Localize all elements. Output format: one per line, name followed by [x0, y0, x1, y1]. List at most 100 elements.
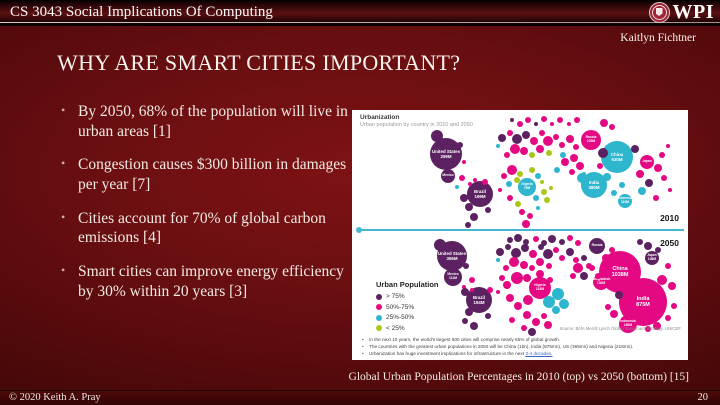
country-bubble — [496, 258, 500, 262]
country-bubble — [598, 148, 608, 158]
chart-source: Source: BofA Merrill Lynch Global Invest… — [559, 326, 681, 331]
country-bubble: Nigeria 218M — [529, 277, 551, 299]
country-bubble — [671, 303, 677, 309]
country-bubble — [657, 275, 667, 285]
note-text: The countries with the greatest urban po… — [369, 343, 634, 349]
country-bubble — [533, 195, 539, 201]
footer-bar: © 2020 Keith A. Pray 20 — [0, 390, 720, 405]
country-bubble — [589, 265, 595, 271]
country-bubble — [543, 249, 553, 259]
chart-notes: In the next 10 years, the world's larges… — [360, 337, 684, 357]
country-bubble — [462, 160, 466, 164]
country-bubble — [455, 185, 459, 189]
chart-title: Urbanization — [360, 114, 400, 121]
year-label-2010: 2010 — [660, 213, 679, 223]
country-bubble — [644, 242, 652, 250]
country-bubble — [609, 247, 615, 253]
country-bubble: Nigeria 79M — [518, 178, 536, 196]
country-bubble — [580, 272, 588, 280]
country-bubble — [496, 248, 504, 256]
country-bubble — [482, 179, 488, 185]
country-bubble — [559, 255, 565, 261]
note-text: In the next 10 years, the world's larges… — [369, 337, 561, 342]
country-bubble — [536, 270, 544, 278]
country-bubble: Indonesia 160M — [619, 315, 637, 333]
country-bubble — [535, 173, 541, 179]
legend-item: > 75% — [376, 293, 439, 300]
legend-label: < 25% — [386, 324, 405, 332]
country-bubble — [510, 144, 520, 154]
country-bubble: Russia 105M — [581, 130, 601, 150]
country-bubble — [536, 206, 540, 210]
country-bubble — [559, 142, 565, 148]
country-bubble: Mexico 112M — [444, 268, 462, 286]
country-bubble — [507, 130, 513, 136]
country-bubble — [470, 213, 478, 221]
chart-legend: Urban Population > 75% 50%-75% 25%-50% < 25… — [376, 280, 439, 335]
country-bubble: United States 365M — [437, 241, 467, 271]
note-link[interactable]: 3-4 decades. — [525, 350, 553, 356]
country-bubble — [511, 248, 521, 258]
country-bubble — [515, 201, 521, 207]
country-bubble — [512, 134, 522, 144]
country-bubble — [468, 182, 472, 186]
country-bubble — [549, 186, 553, 190]
country-bubble — [573, 263, 583, 273]
country-bubble — [522, 131, 530, 139]
country-bubble — [517, 121, 523, 127]
bullet-item: Cities account for 70% of global carbon … — [57, 209, 351, 248]
country-bubble — [521, 325, 527, 331]
country-bubble — [510, 118, 514, 122]
country-bubble — [566, 248, 574, 256]
country-bubble — [434, 239, 446, 251]
country-bubble — [636, 170, 644, 178]
note-item: In the next 10 years, the world's larges… — [360, 337, 684, 344]
country-bubble — [459, 175, 465, 181]
country-bubble — [536, 145, 544, 153]
country-bubble: Mexico — [441, 169, 455, 183]
country-bubble — [503, 265, 509, 271]
country-bubble — [538, 244, 544, 250]
country-bubble: Japan 108M — [645, 251, 659, 265]
country-bubble — [465, 222, 471, 228]
legend-dot-icon — [376, 293, 382, 300]
country-bubble — [561, 158, 569, 166]
country-bubble — [498, 134, 506, 142]
country-bubble — [517, 171, 523, 177]
country-bubble — [569, 169, 575, 175]
country-bubble — [506, 181, 512, 187]
country-bubble — [548, 235, 556, 243]
country-bubble — [505, 244, 511, 250]
country-bubble — [469, 277, 475, 283]
country-bubble — [619, 182, 625, 188]
year-label-2050: 2050 — [660, 238, 679, 248]
header-bar: CS 3043 Social Implications Of Computing — [0, 0, 720, 26]
bullet-item: Smart cities can improve energy efficien… — [57, 262, 351, 301]
country-bubble — [552, 306, 560, 314]
country-bubble — [509, 317, 515, 323]
country-bubble — [559, 299, 569, 309]
country-bubble — [576, 162, 584, 170]
country-bubble — [541, 116, 547, 122]
country-bubble — [504, 152, 510, 158]
country-bubble — [509, 257, 519, 267]
country-bubble — [485, 207, 491, 213]
country-bubble — [496, 290, 500, 294]
country-bubble — [514, 177, 520, 183]
country-bubble — [506, 294, 514, 302]
country-bubble — [638, 187, 646, 195]
country-bubble — [465, 308, 473, 316]
slide-title: WHY ARE SMART CITIES IMPORTANT? — [57, 50, 461, 75]
country-bubble — [577, 173, 587, 183]
country-bubble — [570, 154, 578, 162]
country-bubble — [603, 173, 611, 181]
country-bubble — [544, 321, 552, 329]
chart-subtitle: Urban population by country in 2010 and … — [360, 122, 473, 128]
country-bubble — [532, 318, 540, 326]
country-bubble — [511, 272, 523, 284]
country-bubble — [541, 240, 547, 246]
country-bubble — [462, 285, 466, 289]
country-bubble — [503, 281, 511, 289]
country-bubble — [602, 254, 610, 262]
country-bubble — [507, 195, 513, 201]
